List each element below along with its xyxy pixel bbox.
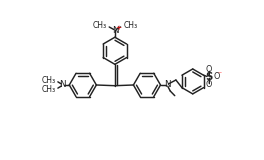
Text: ⁻: ⁻: [218, 70, 222, 79]
Text: O: O: [205, 65, 212, 74]
Text: CH₃: CH₃: [123, 21, 137, 30]
Text: CH₃: CH₃: [41, 85, 56, 94]
Text: O: O: [205, 80, 212, 88]
Text: CH₃: CH₃: [41, 76, 56, 85]
Text: N: N: [59, 80, 66, 89]
Text: N: N: [112, 26, 118, 35]
Text: O: O: [214, 72, 220, 81]
Text: S: S: [205, 72, 212, 82]
Text: CH₃: CH₃: [92, 21, 107, 30]
Text: +: +: [116, 25, 122, 31]
Text: N: N: [164, 80, 171, 89]
